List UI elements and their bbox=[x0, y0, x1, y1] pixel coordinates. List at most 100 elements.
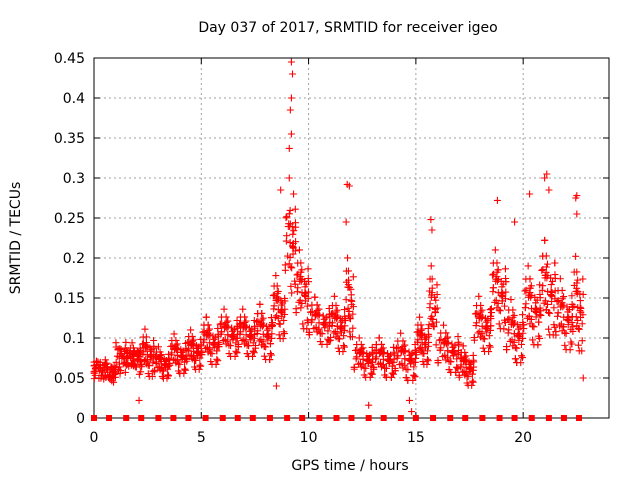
data-point bbox=[578, 320, 586, 328]
baseline-marker bbox=[348, 415, 355, 421]
data-point bbox=[526, 275, 534, 283]
data-point bbox=[275, 320, 283, 328]
data-point bbox=[539, 252, 547, 260]
data-point bbox=[410, 371, 418, 379]
data-point bbox=[466, 363, 474, 371]
data-point bbox=[290, 190, 298, 198]
data-point bbox=[302, 293, 310, 301]
data-point bbox=[214, 357, 222, 365]
baseline-marker bbox=[138, 415, 145, 421]
data-point bbox=[206, 345, 214, 353]
data-point bbox=[204, 329, 212, 337]
data-point bbox=[121, 347, 129, 355]
data-point bbox=[290, 227, 298, 235]
data-point bbox=[390, 350, 398, 358]
data-point bbox=[157, 351, 165, 359]
data-point bbox=[550, 304, 558, 312]
data-point bbox=[498, 297, 506, 305]
data-point bbox=[298, 289, 306, 297]
data-point bbox=[263, 330, 271, 338]
data-point bbox=[360, 371, 368, 379]
data-point bbox=[579, 275, 587, 283]
x-tick-label: 20 bbox=[514, 430, 532, 446]
data-point bbox=[285, 210, 293, 218]
data-point bbox=[328, 302, 336, 310]
data-point bbox=[345, 182, 353, 190]
data-point bbox=[562, 329, 570, 337]
data-point bbox=[487, 322, 495, 330]
data-point bbox=[576, 297, 584, 305]
data-point bbox=[287, 263, 295, 271]
data-point bbox=[106, 373, 114, 381]
baseline-marker bbox=[430, 415, 437, 421]
data-point bbox=[230, 326, 238, 334]
data-point bbox=[281, 266, 289, 274]
data-point bbox=[224, 317, 232, 325]
data-point bbox=[282, 237, 290, 245]
data-point bbox=[372, 341, 380, 349]
data-point bbox=[354, 360, 362, 368]
data-point bbox=[561, 341, 569, 349]
data-point bbox=[294, 259, 302, 267]
data-point bbox=[572, 252, 580, 260]
y-tick-label: 0.25 bbox=[54, 211, 85, 227]
data-point bbox=[478, 306, 486, 314]
data-point bbox=[280, 317, 288, 325]
data-point bbox=[347, 285, 355, 293]
baseline-marker bbox=[123, 415, 130, 421]
baseline-marker bbox=[202, 415, 209, 421]
data-point bbox=[186, 352, 194, 360]
data-point bbox=[368, 370, 376, 378]
data-point bbox=[503, 346, 511, 354]
data-point bbox=[520, 325, 528, 333]
data-point bbox=[287, 58, 295, 66]
data-point bbox=[255, 337, 263, 345]
data-point bbox=[541, 174, 549, 182]
data-point bbox=[228, 332, 236, 340]
data-point bbox=[505, 315, 513, 323]
data-point bbox=[291, 280, 299, 288]
data-point bbox=[246, 327, 254, 335]
data-point bbox=[242, 337, 250, 345]
data-point bbox=[286, 220, 294, 228]
data-point bbox=[298, 299, 306, 307]
data-point bbox=[433, 281, 441, 289]
data-point bbox=[292, 309, 300, 317]
data-point bbox=[344, 312, 352, 320]
data-point bbox=[94, 364, 102, 372]
x-tick-label: 0 bbox=[90, 430, 99, 446]
data-point bbox=[381, 364, 389, 372]
data-point bbox=[289, 244, 297, 252]
data-point bbox=[414, 321, 422, 329]
data-point bbox=[519, 311, 527, 319]
data-point bbox=[533, 309, 541, 317]
data-point bbox=[473, 302, 481, 310]
data-point bbox=[551, 259, 559, 267]
data-point bbox=[444, 347, 452, 355]
data-point bbox=[112, 358, 120, 366]
data-point bbox=[364, 359, 372, 367]
baseline-marker bbox=[155, 415, 162, 421]
x-tick-label: 10 bbox=[300, 430, 318, 446]
data-point bbox=[140, 357, 148, 365]
data-point bbox=[502, 288, 510, 296]
data-point bbox=[402, 365, 410, 373]
baseline-marker bbox=[266, 415, 273, 421]
data-point bbox=[556, 275, 564, 283]
data-point bbox=[277, 306, 285, 314]
data-point bbox=[405, 356, 413, 364]
data-point bbox=[253, 330, 261, 338]
data-point bbox=[323, 340, 331, 348]
data-point bbox=[213, 355, 221, 363]
data-point bbox=[461, 355, 469, 363]
data-point bbox=[297, 304, 305, 312]
data-point bbox=[537, 311, 545, 319]
y-tick-label: 0.45 bbox=[54, 51, 85, 67]
data-point bbox=[355, 334, 363, 342]
data-point bbox=[347, 296, 355, 304]
data-point bbox=[311, 312, 319, 320]
data-point bbox=[273, 312, 281, 320]
data-point bbox=[547, 281, 555, 289]
data-point bbox=[577, 308, 585, 316]
data-point bbox=[310, 325, 318, 333]
